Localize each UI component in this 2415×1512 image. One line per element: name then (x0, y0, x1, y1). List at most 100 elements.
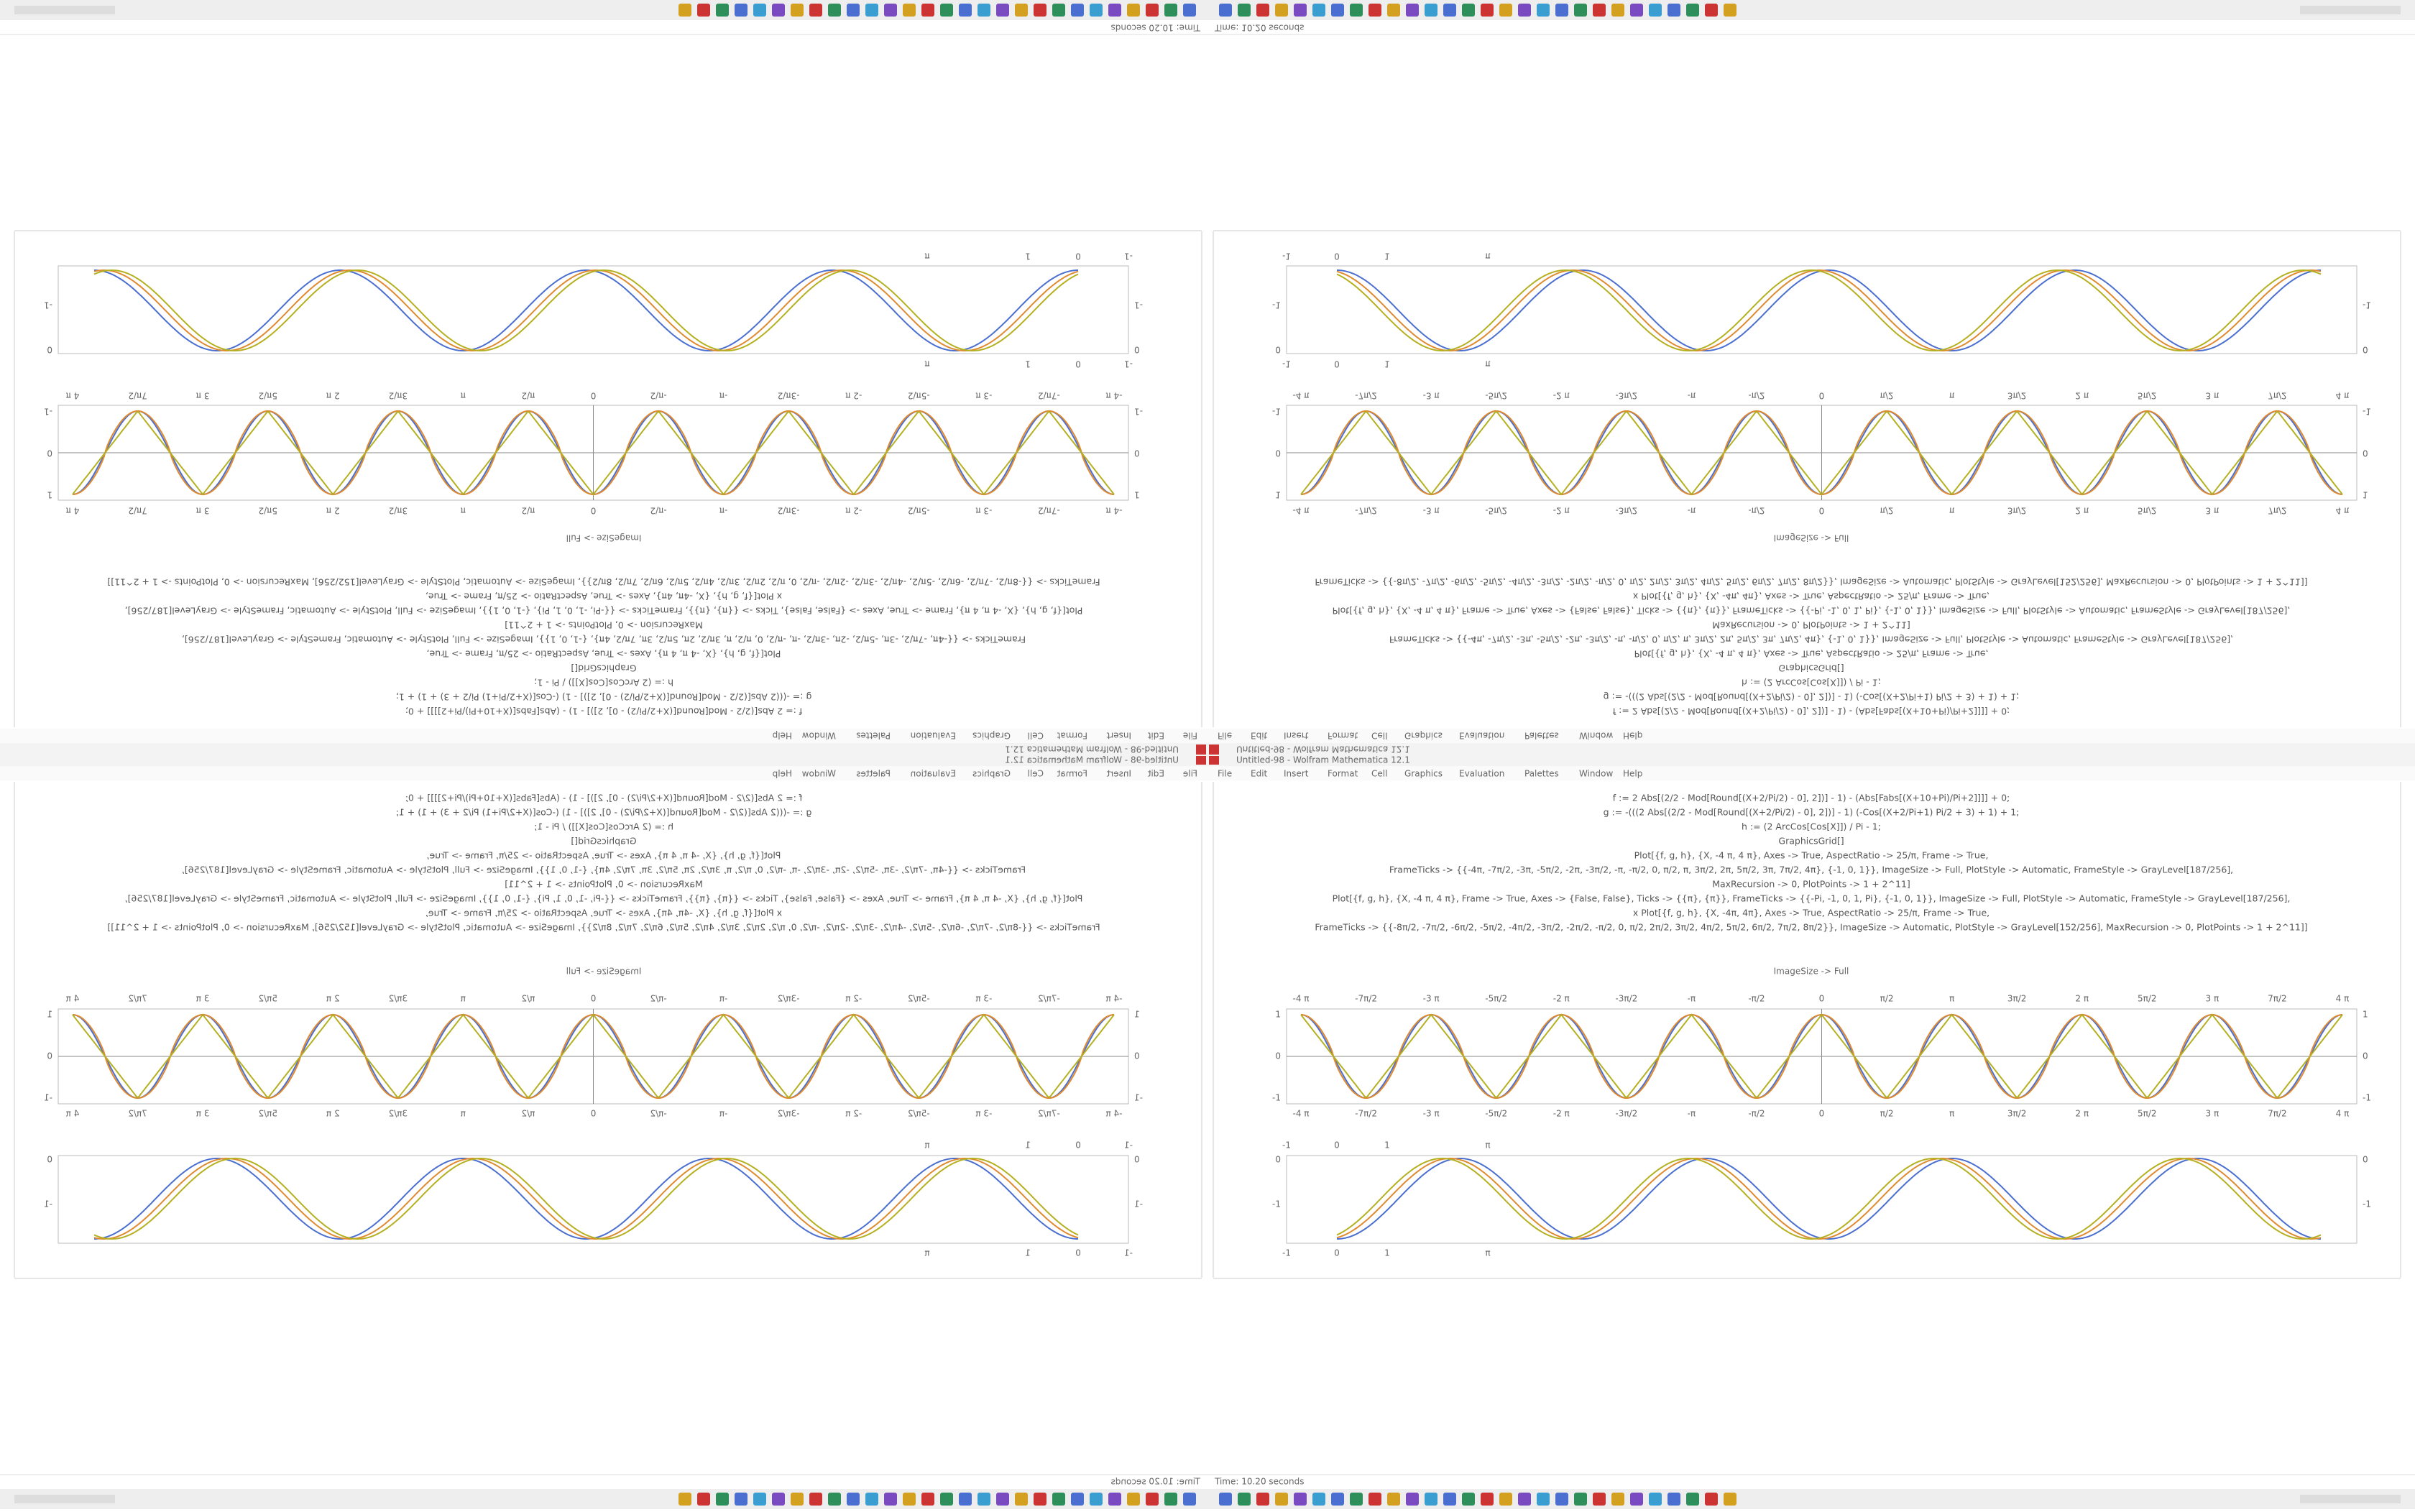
taskbar-icon (1425, 4, 1438, 17)
quadrant: Untitled-98 - Wolfram Mathematica 12.1 F… (0, 0, 1208, 756)
y-tick-label: 0 (2363, 448, 2368, 458)
x-tick-label: 0 (591, 994, 597, 1004)
taskbar-icon (1183, 4, 1196, 17)
x-tick-label: 0 (1334, 359, 1340, 369)
code-line: f := 2 Abs[(2/2 - Mod[Round[(X+2/Pi/2) -… (405, 793, 803, 803)
taskbar-icon (716, 4, 729, 17)
taskbar-icon (772, 1493, 785, 1506)
x-tick-label: 0 (591, 391, 597, 401)
code-line: FrameTicks -> {{-8π/2, -7π/2, -6π/2, -5π… (107, 577, 1100, 588)
quadrant: Untitled-98 - Wolfram Mathematica 12.1 F… (0, 753, 1208, 1509)
y-tick-label: -1 (1134, 1093, 1143, 1103)
x-tick-label: -3π/2 (778, 506, 800, 516)
x-tick-label: -4 π (1292, 391, 1309, 401)
menu-item: Window (802, 769, 837, 779)
x-tick-label: -4 π (1105, 391, 1122, 401)
taskbar-icon (697, 1493, 710, 1506)
code-cell: f := 2 Abs[(2/2 - Mod[Round[(X+2/Pi/2) -… (107, 793, 1100, 933)
menu-item: Palettes (856, 731, 891, 741)
x-tick-label: 3 π (2206, 1109, 2220, 1119)
x-tick-label: -3π/2 (778, 1109, 800, 1119)
taskbar-icon (1164, 4, 1177, 17)
x-tick-label: π (461, 1109, 466, 1119)
title-bar (0, 743, 1208, 756)
taskbar-icon (1275, 1493, 1288, 1506)
x-tick-label: 4 π (2336, 506, 2350, 516)
status-text: Time: 10.20 seconds (1214, 23, 1304, 33)
x-tick-label: -3π/2 (1615, 506, 1637, 516)
menu-item: Edit (1251, 731, 1268, 741)
curve (93, 269, 1079, 351)
curve (94, 1158, 1078, 1240)
code-line: Plot[{f, g, h}, {X, -4 π, 4 π}, Frame ->… (1333, 893, 2291, 904)
menu-item: Evaluation (1459, 769, 1504, 779)
menu-bar (1208, 729, 2415, 743)
x-tick-label: 0 (591, 1109, 597, 1119)
x-tick-label: 0 (1075, 359, 1081, 369)
taskbar-icon (1686, 4, 1699, 17)
menu-item: File (1183, 731, 1197, 741)
taskbar-icon (772, 4, 785, 17)
taskbar-icon (1015, 1493, 1028, 1506)
x-tick-label: -5π/2 (1485, 1109, 1507, 1119)
code-line: GraphicsGrid[] (571, 663, 636, 674)
x-tick-label: π (461, 391, 466, 401)
y-tick-label: 0 (47, 345, 52, 355)
x-tick-label: -2 π (845, 1109, 862, 1119)
x-tick-label: 7π/2 (2268, 391, 2287, 401)
taskbar-icon (1127, 4, 1140, 17)
taskbar-icons (14, 1493, 1196, 1506)
taskbar-icon (1518, 4, 1531, 17)
x-tick-label: -1 (1282, 359, 1291, 369)
x-tick-label: 3 π (196, 391, 210, 401)
menu-item: Cell (1371, 731, 1387, 741)
x-tick-label: -2 π (845, 391, 862, 401)
x-tick-label: -5π/2 (908, 506, 930, 516)
x-tick-label: -1 (1282, 1248, 1291, 1258)
menu-item: File (1218, 731, 1232, 741)
x-tick-label: -1 (1124, 1248, 1133, 1258)
taskbar-icon (1312, 1493, 1325, 1506)
x-tick-label: 7π/2 (128, 506, 147, 516)
taskbar-icon (959, 4, 972, 17)
taskbar-icon (884, 1493, 897, 1506)
y-tick-label: -1 (2363, 1093, 2371, 1103)
x-tick-label: π/2 (1880, 1109, 1894, 1119)
taskbar-icon (791, 1493, 804, 1506)
taskbar-icon (1090, 4, 1103, 17)
code-line: Plot[{f, g, h}, {X, -4 π, 4 π}, Frame ->… (125, 893, 1083, 904)
y-tick-label: 1 (47, 490, 52, 500)
x-tick-label: 1 (1384, 1248, 1390, 1258)
x-tick-label: -2 π (845, 506, 862, 516)
menu-bar (0, 729, 1208, 743)
taskbar-icon (697, 4, 710, 17)
y-tick-label: 1 (1134, 1010, 1140, 1020)
taskbar-icon (1275, 4, 1288, 17)
taskbar-icon (1406, 4, 1419, 17)
menu-item: Evaluation (1459, 731, 1504, 741)
x-tick-label: 4 π (2336, 1109, 2350, 1119)
x-tick-label: -π (1688, 994, 1696, 1004)
taskbar-icon (1108, 4, 1121, 17)
x-tick-label: -4 π (1292, 994, 1309, 1004)
app-icon (1196, 755, 1206, 765)
x-tick-label: 1 (1025, 1248, 1031, 1258)
menu-item: Help (773, 731, 792, 741)
window-title: Untitled-98 - Wolfram Mathematica 12.1 (1005, 755, 1179, 765)
x-tick-label: -π/2 (650, 1109, 666, 1119)
taskbar-icons (1219, 1493, 2401, 1506)
x-tick-label: -1 (1124, 1140, 1133, 1151)
taskbar-icon (1071, 1493, 1084, 1506)
code-line: f := 2 Abs[(2/2 - Mod[Round[(X+2/Pi/2) -… (1613, 793, 2010, 803)
x-tick-label: 1 (1025, 359, 1031, 369)
x-tick-label: 7π/2 (2268, 506, 2287, 516)
x-tick-label: π/2 (521, 1109, 535, 1119)
output-label: ImageSize -> Full (566, 533, 642, 543)
taskbar-icon (1481, 1493, 1494, 1506)
curve (93, 269, 1079, 351)
menu-item: Help (1623, 731, 1642, 741)
taskbar-icon (1331, 1493, 1344, 1506)
x-tick-label: -π/2 (1748, 391, 1765, 401)
y-tick-label: 0 (1134, 1155, 1140, 1165)
